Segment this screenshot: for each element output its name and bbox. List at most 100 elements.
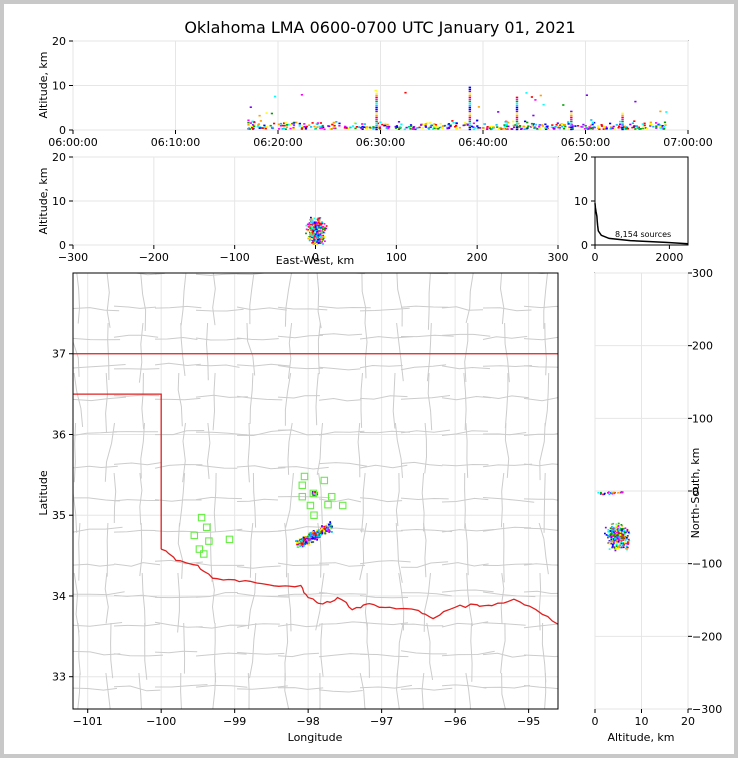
county-line — [359, 497, 403, 503]
time-altitude-point — [551, 124, 554, 126]
north-south-point — [610, 536, 613, 539]
east-west-point — [315, 234, 318, 237]
east-west-xtick-label: −300 — [58, 251, 88, 264]
plan-view-point — [300, 539, 302, 542]
county-line — [361, 472, 366, 533]
east-west-point — [310, 220, 312, 223]
county-line — [107, 322, 110, 381]
time-altitude-point — [388, 125, 391, 128]
north-south-ylabel: North-South, km — [689, 448, 702, 539]
county-line — [318, 333, 363, 336]
time-altitude-point — [499, 126, 502, 129]
time-altitude-point — [423, 123, 426, 126]
east-west-point — [324, 229, 326, 231]
county-line — [73, 337, 121, 341]
east-west-point — [318, 234, 321, 237]
county-line — [357, 422, 361, 478]
time-altitude-point — [622, 127, 625, 130]
time-altitude-point — [506, 128, 509, 130]
county-line — [544, 322, 547, 376]
time-altitude-point — [617, 126, 620, 129]
county-line — [523, 397, 558, 402]
time-altitude-point — [468, 125, 471, 128]
time-altitude-point — [466, 123, 469, 126]
county-line — [113, 653, 164, 657]
county-line — [154, 621, 203, 628]
time-altitude-point — [609, 128, 612, 130]
county-line — [73, 364, 126, 369]
county-line — [523, 463, 558, 467]
time-altitude-xtick-label: 06:30:00 — [356, 136, 405, 149]
north-south-point — [619, 491, 622, 494]
north-south-point — [626, 528, 629, 531]
time-altitude-point — [558, 127, 561, 130]
east-west-point — [305, 228, 308, 231]
time-altitude-point — [515, 106, 519, 109]
county-line — [465, 672, 471, 709]
time-altitude-point — [396, 126, 399, 128]
county-line — [73, 526, 123, 533]
east-west-point — [319, 242, 322, 244]
county-line — [155, 430, 205, 436]
county-line — [482, 652, 527, 658]
county-line — [318, 562, 366, 567]
time-altitude-point — [515, 98, 519, 101]
time-altitude-point — [621, 122, 624, 125]
time-altitude-point — [629, 123, 632, 126]
east-west-point — [309, 231, 311, 234]
county-line — [423, 572, 431, 632]
county-line — [544, 372, 550, 427]
plan-view-point — [296, 541, 298, 544]
north-south-point — [616, 528, 619, 531]
north-south-panel: 0 10 20−300 −200 −100 0 100 200 300 Altitude, km… — [592, 267, 723, 744]
plan-view-point — [313, 535, 315, 538]
time-altitude-point — [436, 126, 439, 129]
lma-station-marker — [298, 481, 307, 490]
time-altitude-point — [269, 124, 272, 127]
north-south-point — [615, 545, 618, 548]
plan-view-ytick-label: 36 — [52, 428, 66, 441]
north-south-point — [614, 549, 617, 552]
time-altitude-point — [468, 96, 472, 99]
time-altitude-point — [319, 122, 322, 124]
plan-view-point — [314, 537, 317, 539]
state-border-line — [160, 548, 558, 625]
county-line — [523, 433, 558, 436]
time-altitude-point — [502, 127, 505, 130]
state-border — [73, 353, 558, 625]
time-altitude-point — [482, 127, 485, 129]
time-altitude-point — [643, 124, 646, 127]
plan-view-point — [327, 531, 329, 533]
east-west-point — [316, 232, 319, 234]
county-line — [318, 397, 362, 402]
time-altitude-point — [433, 127, 436, 130]
north-south-ticks: 0 10 20−300 −200 −100 0 100 200 300 — [592, 267, 723, 728]
county-line — [195, 273, 240, 276]
plan-view-point — [321, 532, 324, 535]
time-altitude-point — [361, 127, 364, 129]
time-altitude-point — [468, 90, 472, 93]
east-west-point — [311, 242, 314, 244]
north-south-point — [617, 530, 619, 532]
plan-view-point — [326, 524, 329, 527]
north-south-point — [621, 525, 624, 527]
east-west-point — [311, 230, 314, 232]
time-altitude-point — [538, 127, 541, 130]
plan-view-point — [320, 531, 323, 534]
east-west-point — [314, 233, 317, 236]
time-altitude-point — [411, 128, 414, 130]
time-altitude-point — [503, 125, 506, 128]
county-line — [277, 623, 321, 628]
plan-view-point — [321, 530, 323, 532]
county-line — [277, 365, 324, 370]
time-altitude-point — [553, 128, 556, 130]
plan-view-frame — [72, 272, 559, 710]
time-altitude-point — [511, 128, 514, 130]
time-altitude-point — [322, 126, 325, 129]
north-south-point — [613, 546, 616, 549]
time-altitude-point — [300, 127, 304, 129]
time-altitude-point — [631, 126, 634, 129]
east-west-point — [312, 240, 315, 242]
state-border-line — [73, 393, 162, 550]
north-south-point — [608, 543, 611, 545]
